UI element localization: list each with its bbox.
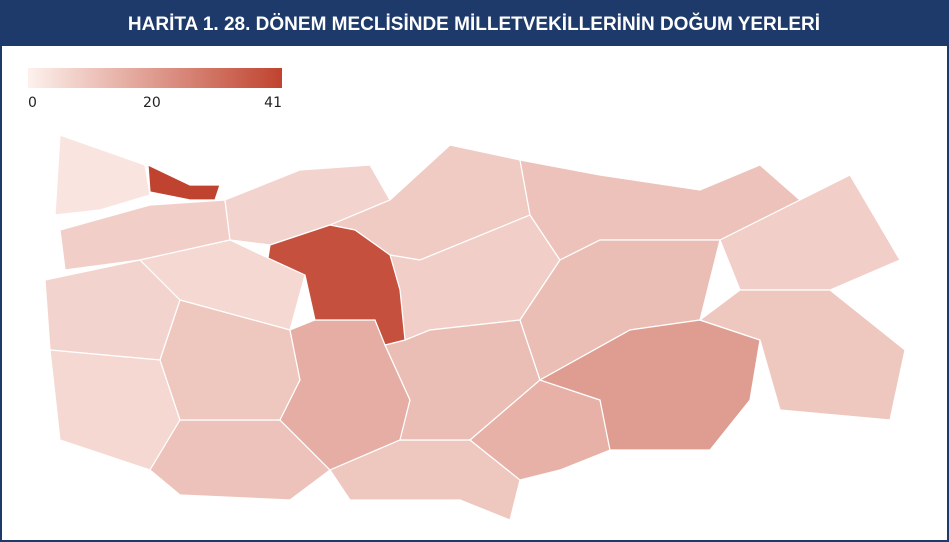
color-legend bbox=[28, 68, 282, 88]
legend-tick-label: 20 bbox=[143, 95, 161, 111]
map bbox=[44, 134, 906, 521]
province bbox=[698, 289, 906, 421]
province bbox=[54, 134, 151, 216]
header-bar bbox=[0, 0, 949, 46]
province bbox=[147, 164, 221, 201]
title: HARİTA 1. 28. DÖNEM MECLİSİNDE MİLLETVEK… bbox=[128, 13, 820, 35]
province bbox=[267, 224, 406, 346]
legend-tick-label: 0 bbox=[28, 95, 37, 111]
legend-tick-label: 41 bbox=[264, 95, 282, 111]
